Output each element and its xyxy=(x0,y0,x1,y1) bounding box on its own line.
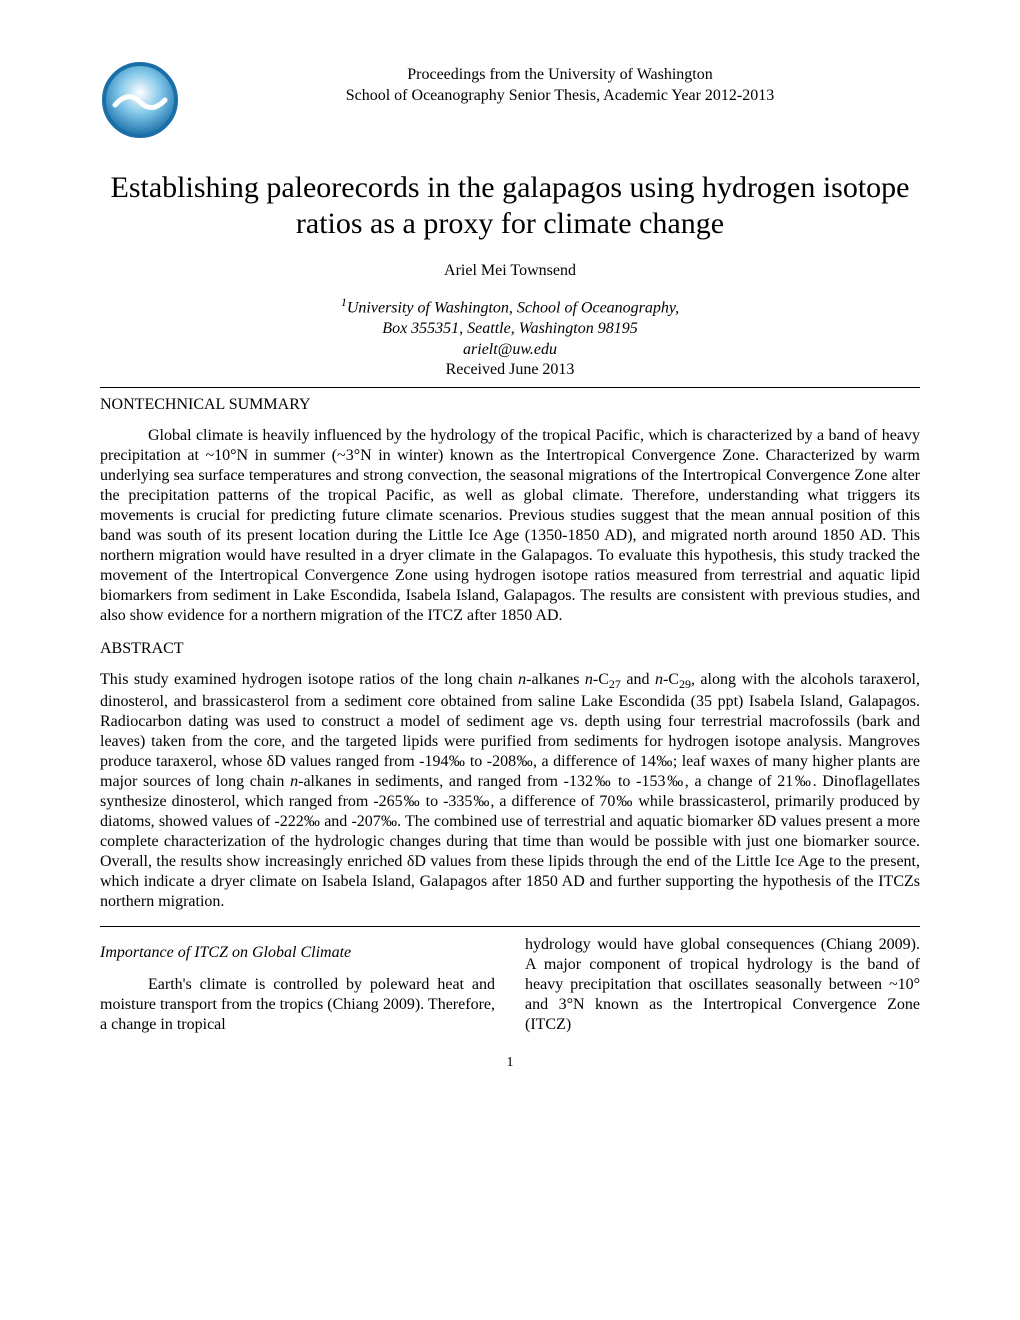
affiliation-line1: University of Washington, School of Ocea… xyxy=(347,299,679,316)
divider xyxy=(100,926,920,927)
section1-col2: hydrology would have global consequences… xyxy=(525,935,920,1035)
author: Ariel Mei Townsend xyxy=(100,262,920,280)
header-row: Proceedings from the University of Washi… xyxy=(100,60,920,140)
nontechnical-body: Global climate is heavily influenced by … xyxy=(100,426,920,626)
divider xyxy=(100,387,920,388)
page: Proceedings from the University of Washi… xyxy=(0,0,1020,1111)
nontechnical-heading: NONTECHNICAL SUMMARY xyxy=(100,396,920,414)
affiliation-line2: Box 355351, Seattle, Washington 98195 xyxy=(382,320,637,337)
oceanography-logo-icon xyxy=(100,60,180,140)
header-text: Proceedings from the University of Washi… xyxy=(200,60,920,107)
section1-col1: Earth's climate is controlled by polewar… xyxy=(100,975,495,1035)
column-left: Importance of ITCZ on Global Climate Ear… xyxy=(100,935,495,1035)
affiliation: 1University of Washington, School of Oce… xyxy=(100,295,920,361)
section1-heading: Importance of ITCZ on Global Climate xyxy=(100,943,495,963)
abstract-body: This study examined hydrogen isotope rat… xyxy=(100,670,920,912)
two-column-body: Importance of ITCZ on Global Climate Ear… xyxy=(100,935,920,1035)
abstract-heading: ABSTRACT xyxy=(100,640,920,658)
header-line2: School of Oceanography Senior Thesis, Ac… xyxy=(200,86,920,107)
received-date: Received June 2013 xyxy=(100,361,920,379)
column-right: hydrology would have global consequences… xyxy=(525,935,920,1035)
affiliation-email: arielt@uw.edu xyxy=(463,341,557,358)
page-number: 1 xyxy=(100,1055,920,1071)
header-line1: Proceedings from the University of Washi… xyxy=(200,65,920,86)
paper-title: Establishing paleorecords in the galapag… xyxy=(100,170,920,242)
